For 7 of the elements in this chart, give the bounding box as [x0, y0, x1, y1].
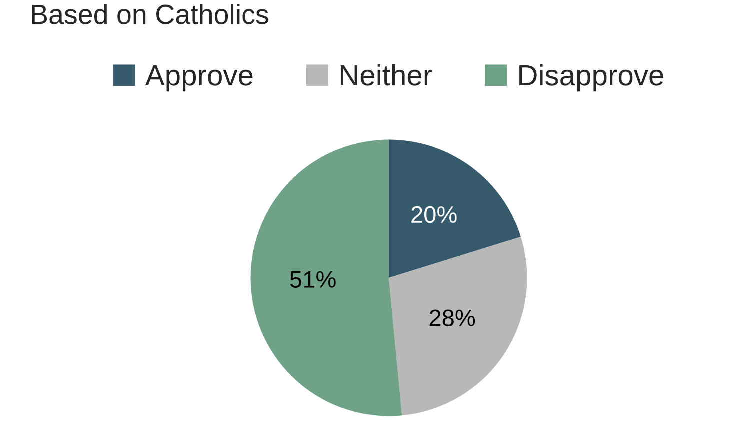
data-label: 28% [430, 310, 476, 326]
data-label: 51% [290, 271, 336, 288]
legend-label: Disapprove [520, 64, 664, 92]
chart-title: Based on Catholics [32, 4, 268, 24]
legend-label: Neither [340, 64, 432, 86]
legend-label: Approve [145, 65, 253, 92]
data-label: 20% [412, 206, 457, 224]
